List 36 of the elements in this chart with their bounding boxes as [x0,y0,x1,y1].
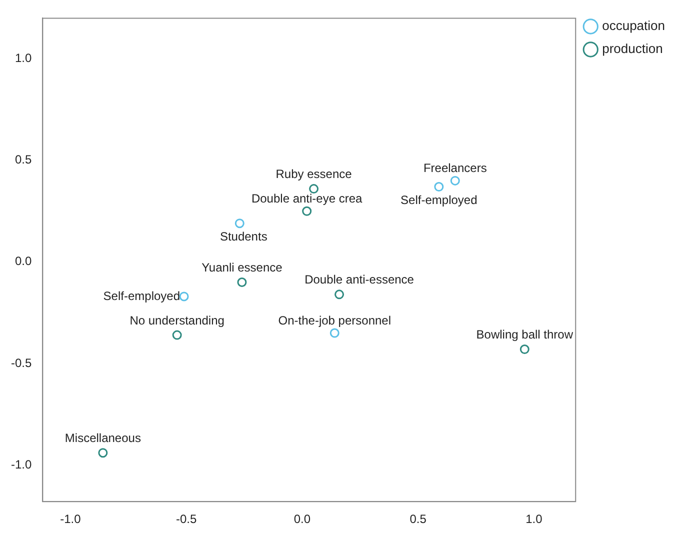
annotation: Self-employed [103,288,180,303]
annotation: Ruby essence [276,167,352,182]
point [234,218,244,228]
annotation: On-the-job personnel [278,313,392,328]
legend-label: production [602,41,663,56]
y-tick-label: 0.0 [14,254,32,268]
y-tick-label: -1.0 [10,457,32,472]
y-tick-label: 0.5 [14,152,32,167]
point [98,448,108,458]
annotation: Self-employed [400,193,478,208]
x-tick-label: -1.0 [60,512,82,526]
point [330,328,340,338]
point [172,330,182,340]
y-tick-label: -0.5 [10,356,32,370]
x-tick-label: 0.5 [410,512,427,526]
point [450,176,460,186]
annotation: Double anti-eye crea [251,191,363,206]
annotation: No understanding [130,313,224,328]
y-tick-label: 1.0 [14,51,32,66]
point [302,206,312,216]
point [309,184,319,194]
point [434,182,444,192]
annotation: Freelancers [423,161,487,175]
x-tick-label: -0.5 [176,512,197,526]
legend-label: occupation [602,18,666,34]
x-tick-label: 0.0 [294,512,311,526]
point [520,344,530,354]
annotation: Yuanli essence [202,260,283,275]
x-tick-label: 1.0 [526,512,543,526]
annotation: Miscellaneous [64,431,141,446]
annotation: Double anti-essence [304,272,414,287]
annotation: Bowling ball throw [476,328,574,342]
annotation: Students [220,230,268,244]
point [179,292,189,302]
point [237,277,247,287]
point [334,290,344,300]
